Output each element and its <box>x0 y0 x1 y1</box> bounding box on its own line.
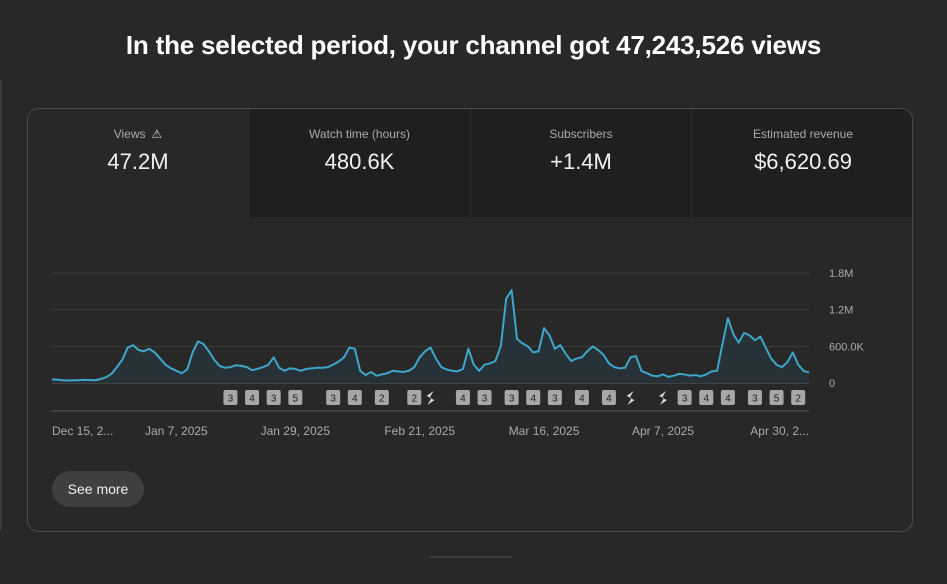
video-marker-count: 4 <box>579 394 585 405</box>
page-headline: In the selected period, your channel got… <box>125 30 822 60</box>
y-tick-label: 0 <box>829 378 835 390</box>
video-marker[interactable]: 3 <box>547 390 562 405</box>
views-chart: 0 600.0K 1.2M 1.8M 3 4 3 5 3 4 2 2 4 3 3 4 3 4 4 3 4 4 3 5 2 Dec … <box>51 268 865 438</box>
video-marker-count: 4 <box>352 394 358 405</box>
metric-label-revenue: Estimated revenue <box>752 127 854 141</box>
video-marker-count: 2 <box>379 394 385 405</box>
video-marker-count: 2 <box>795 394 801 405</box>
video-marker[interactable]: 3 <box>266 390 281 405</box>
video-marker[interactable]: 4 <box>601 390 616 405</box>
video-marker[interactable]: 4 <box>526 390 541 405</box>
x-tick-label: Apr 30, 2... <box>750 424 809 438</box>
see-more-button[interactable]: See more <box>52 471 144 507</box>
metric-tabs: Views ⚠ 47.2M Watch time (hours) 480.6K S… <box>28 109 912 217</box>
metric-label-views: Views <box>113 127 146 141</box>
x-tick-label: Jan 29, 2025 <box>261 424 331 438</box>
y-tick-label: 600.0K <box>829 341 865 353</box>
video-marker-count: 2 <box>411 394 417 405</box>
video-marker-count: 3 <box>509 394 515 405</box>
video-marker-count: 3 <box>752 394 758 405</box>
metric-value-subscribers: +1.4M <box>550 149 612 174</box>
metric-value-revenue: $6,620.69 <box>754 149 852 174</box>
shorts-marker-icon[interactable] <box>659 391 668 405</box>
video-marker-count: 3 <box>228 394 234 405</box>
metric-tab-views[interactable]: Views ⚠ 47.2M <box>28 109 249 217</box>
video-marker[interactable]: 4 <box>720 390 735 405</box>
x-tick-label: Apr 7, 2025 <box>632 424 694 438</box>
x-tick-label: Dec 15, 2... <box>52 424 113 438</box>
video-marker[interactable]: 3 <box>326 390 341 405</box>
video-marker-count: 3 <box>271 394 277 405</box>
metric-value-watch-time: 480.6K <box>324 149 395 174</box>
metric-tab-revenue[interactable]: Estimated revenue $6,620.69 <box>692 109 912 217</box>
left-panel-edge <box>0 80 2 530</box>
x-tick-label: Jan 7, 2025 <box>145 424 208 438</box>
video-marker-count: 4 <box>725 394 731 405</box>
warning-icon[interactable]: ⚠ <box>151 127 163 141</box>
video-marker[interactable]: 4 <box>699 390 714 405</box>
video-marker[interactable]: 3 <box>747 390 762 405</box>
video-marker-count: 4 <box>460 394 466 405</box>
video-marker[interactable]: 2 <box>791 390 806 405</box>
video-marker[interactable]: 3 <box>504 390 519 405</box>
views-area <box>52 290 809 383</box>
video-marker-count: 3 <box>330 394 336 405</box>
video-marker[interactable]: 4 <box>347 390 362 405</box>
shorts-marker-icon[interactable] <box>626 391 635 405</box>
metric-value-views: 47.2M <box>107 149 169 174</box>
shorts-marker-icon[interactable] <box>426 391 435 405</box>
video-marker-count: 4 <box>530 394 536 405</box>
x-tick-label: Mar 16, 2025 <box>509 424 580 438</box>
y-tick-label: 1.8M <box>829 268 853 280</box>
video-marker-count: 4 <box>249 394 255 405</box>
video-marker-count: 3 <box>552 394 558 405</box>
video-marker-count: 4 <box>606 394 612 405</box>
video-marker-count: 4 <box>703 394 709 405</box>
video-marker[interactable]: 5 <box>288 390 303 405</box>
video-marker[interactable]: 3 <box>677 390 692 405</box>
video-marker[interactable]: 2 <box>374 390 389 405</box>
video-marker[interactable]: 4 <box>574 390 589 405</box>
video-marker[interactable]: 4 <box>455 390 470 405</box>
video-marker[interactable]: 3 <box>223 390 238 405</box>
metric-tab-subscribers[interactable]: Subscribers +1.4M <box>471 109 692 217</box>
video-marker[interactable]: 4 <box>245 390 260 405</box>
video-marker-count: 5 <box>774 394 780 405</box>
analytics-card: Views ⚠ 47.2M Watch time (hours) 480.6K S… <box>27 108 913 532</box>
video-marker[interactable]: 3 <box>477 390 492 405</box>
video-marker-count: 5 <box>293 394 299 405</box>
video-marker-count: 3 <box>482 394 488 405</box>
video-marker[interactable]: 2 <box>407 390 422 405</box>
metric-tab-watch-time[interactable]: Watch time (hours) 480.6K <box>249 109 471 217</box>
y-tick-label: 1.2M <box>829 305 853 317</box>
video-marker[interactable]: 5 <box>769 390 784 405</box>
x-tick-label: Feb 21, 2025 <box>384 424 455 438</box>
views-line <box>51 289 810 382</box>
video-marker-count: 3 <box>682 394 688 405</box>
metric-label-watch-time: Watch time (hours) <box>309 127 410 141</box>
bottom-indicator <box>430 556 512 558</box>
metric-label-subscribers: Subscribers <box>549 127 613 141</box>
